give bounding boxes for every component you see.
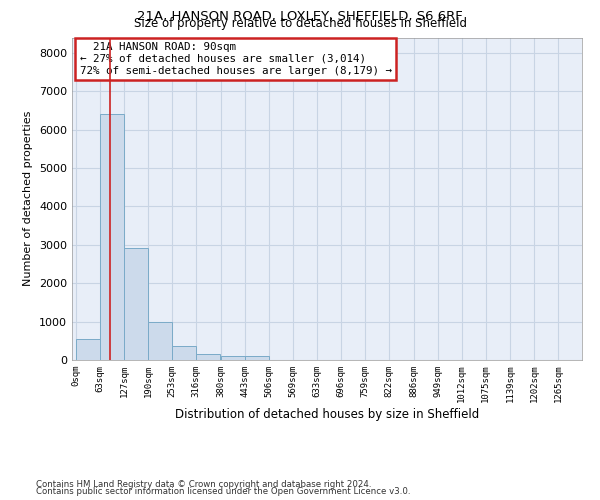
Bar (221, 356, 245, 360)
Bar (148, 322, 172, 360)
Text: 21A, HANSON ROAD, LOXLEY, SHEFFIELD, S6 6RF: 21A, HANSON ROAD, LOXLEY, SHEFFIELD, S6 … (137, 10, 463, 23)
Text: Contains public sector information licensed under the Open Government Licence v3: Contains public sector information licen… (36, 487, 410, 496)
Y-axis label: Number of detached properties: Number of detached properties (23, 111, 34, 286)
Text: Size of property relative to detached houses in Sheffield: Size of property relative to detached ho… (133, 18, 467, 30)
Text: 21A HANSON ROAD: 90sqm
← 27% of detached houses are smaller (3,014)
72% of semi-: 21A HANSON ROAD: 90sqm ← 27% of detached… (80, 42, 392, 76)
X-axis label: Distribution of detached houses by size in Sheffield: Distribution of detached houses by size … (175, 408, 479, 421)
Bar (124, 248, 148, 360)
Bar (245, 356, 269, 360)
Bar (100, 114, 124, 360)
Bar (76, 338, 100, 360)
Text: Contains HM Land Registry data © Crown copyright and database right 2024.: Contains HM Land Registry data © Crown c… (36, 480, 371, 489)
Bar (196, 354, 220, 360)
Bar (172, 346, 196, 360)
